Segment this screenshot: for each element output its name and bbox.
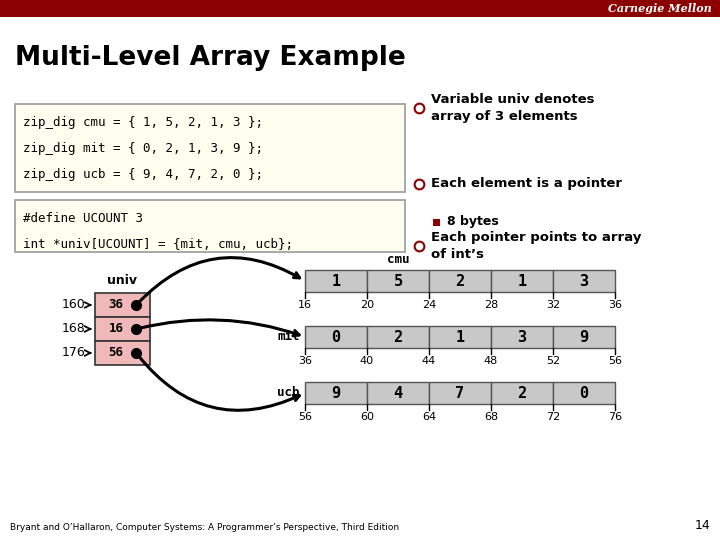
Bar [367, 270, 429, 292]
Bar [95, 293, 150, 317]
Text: 3: 3 [518, 329, 526, 345]
Bar [367, 382, 429, 404]
Text: 36: 36 [608, 300, 622, 310]
Text: univ: univ [107, 274, 138, 287]
Text: 24: 24 [422, 300, 436, 310]
Text: 56: 56 [109, 347, 123, 360]
Text: #define UCOUNT 3: #define UCOUNT 3 [23, 212, 143, 225]
Text: 8 bytes: 8 bytes [447, 215, 499, 228]
Text: mit: mit [277, 330, 300, 343]
Text: zip_dig ucb = { 9, 4, 7, 2, 0 };: zip_dig ucb = { 9, 4, 7, 2, 0 }; [23, 168, 263, 181]
Text: 3: 3 [580, 273, 588, 288]
Text: 9: 9 [580, 329, 588, 345]
Text: 176: 176 [61, 347, 85, 360]
Text: Each element is a pointer: Each element is a pointer [431, 178, 622, 191]
Text: 64: 64 [422, 412, 436, 422]
Bar [429, 382, 491, 404]
Text: 56: 56 [298, 412, 312, 422]
Bar [15, 200, 405, 252]
Bar [429, 270, 491, 292]
Text: 68: 68 [484, 412, 498, 422]
Text: 60: 60 [360, 412, 374, 422]
Text: cmu: cmu [387, 253, 409, 266]
Text: 2: 2 [393, 329, 402, 345]
Bar [491, 382, 553, 404]
Text: 40: 40 [360, 356, 374, 366]
Bar [433, 219, 440, 226]
Text: 48: 48 [484, 356, 498, 366]
Text: 5: 5 [393, 273, 402, 288]
Text: 16: 16 [298, 300, 312, 310]
Text: 72: 72 [546, 412, 560, 422]
Bar [491, 270, 553, 292]
Bar [553, 270, 615, 292]
Text: int *univ[UCOUNT] = {mit, cmu, ucb};: int *univ[UCOUNT] = {mit, cmu, ucb}; [23, 238, 293, 251]
Text: 56: 56 [608, 356, 622, 366]
Bar [429, 326, 491, 348]
Text: 20: 20 [360, 300, 374, 310]
Text: 9: 9 [331, 386, 341, 401]
Text: 0: 0 [331, 329, 341, 345]
Bar [553, 382, 615, 404]
Text: 36: 36 [109, 299, 123, 312]
Text: 14: 14 [694, 519, 710, 532]
Text: zip_dig mit = { 0, 2, 1, 3, 9 };: zip_dig mit = { 0, 2, 1, 3, 9 }; [23, 142, 263, 155]
Text: Carnegie Mellon: Carnegie Mellon [608, 3, 712, 14]
Text: 1: 1 [331, 273, 341, 288]
Bar [553, 326, 615, 348]
Text: Bryant and O’Hallaron, Computer Systems: A Programmer’s Perspective, Third Editi: Bryant and O’Hallaron, Computer Systems:… [10, 523, 399, 532]
Text: ucb: ucb [277, 387, 300, 400]
Text: 36: 36 [298, 356, 312, 366]
Text: 52: 52 [546, 356, 560, 366]
Text: 76: 76 [608, 412, 622, 422]
Text: 160: 160 [61, 299, 85, 312]
Bar [15, 104, 405, 192]
Text: 32: 32 [546, 300, 560, 310]
Text: 16: 16 [109, 322, 123, 335]
Bar [95, 341, 150, 365]
Bar [305, 382, 367, 404]
Text: 2: 2 [518, 386, 526, 401]
Text: 1: 1 [456, 329, 464, 345]
Bar [95, 317, 150, 341]
Text: 0: 0 [580, 386, 588, 401]
Text: 168: 168 [61, 322, 85, 335]
Bar [305, 270, 367, 292]
Bar [305, 326, 367, 348]
Bar [491, 326, 553, 348]
Text: 28: 28 [484, 300, 498, 310]
Text: 4: 4 [393, 386, 402, 401]
Text: 44: 44 [422, 356, 436, 366]
Text: zip_dig cmu = { 1, 5, 2, 1, 3 };: zip_dig cmu = { 1, 5, 2, 1, 3 }; [23, 116, 263, 129]
Text: Each pointer points to array
of int’s: Each pointer points to array of int’s [431, 231, 642, 261]
Text: 7: 7 [456, 386, 464, 401]
Bar [0, 0, 720, 17]
Bar [367, 326, 429, 348]
Text: Variable univ denotes
array of 3 elements: Variable univ denotes array of 3 element… [431, 93, 595, 123]
Text: Multi-Level Array Example: Multi-Level Array Example [15, 45, 406, 71]
Text: 2: 2 [456, 273, 464, 288]
Text: 1: 1 [518, 273, 526, 288]
